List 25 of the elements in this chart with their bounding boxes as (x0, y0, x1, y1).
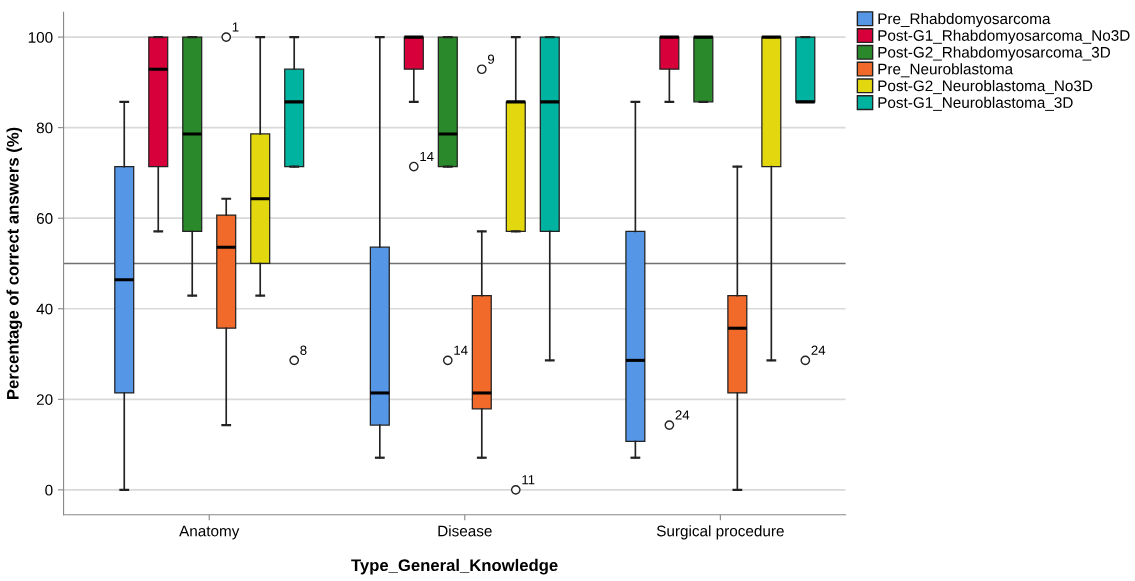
x-tick-label: Anatomy (179, 525, 240, 540)
y-axis-title: Percentage of correct answers (%) (6, 127, 23, 399)
legend-label: Pre_Rhabdomyosarcoma (878, 12, 1051, 28)
annotation: 9 (487, 54, 495, 64)
legend-label: Post-G1_Neuroblastoma_3D (878, 96, 1073, 111)
y-tick-label: 60 (36, 213, 53, 224)
legend-label: Post-G2_Rhabdomyosarcoma_3D (878, 46, 1111, 61)
legend-label: Post-G1_Rhabdomyosarcoma_No3D (878, 29, 1130, 44)
y-tick-label: 80 (36, 122, 53, 134)
y-tick-label: 20 (36, 394, 53, 405)
legend-label: Pre_Neuroblastoma (878, 63, 1014, 78)
x-axis-title: Type_General_Knowledge (351, 558, 558, 575)
x-tick-label: Disease (438, 525, 492, 537)
y-tick-label: 100 (28, 31, 53, 43)
annotation: 11 (522, 475, 535, 485)
annotation: 8 (300, 345, 307, 355)
annotation: 24 (675, 410, 690, 420)
y-tick-label: 40 (36, 303, 53, 315)
y-tick-label: 0 (45, 484, 53, 496)
annotation: 14 (454, 345, 468, 355)
annotation: 14 (420, 151, 434, 162)
legend-label: Post-G2_Neuroblastoma_No3D (878, 79, 1093, 95)
x-tick-label: Surgical procedure (656, 525, 784, 540)
annotation: 24 (811, 345, 826, 355)
annotation: 1 (232, 22, 239, 32)
